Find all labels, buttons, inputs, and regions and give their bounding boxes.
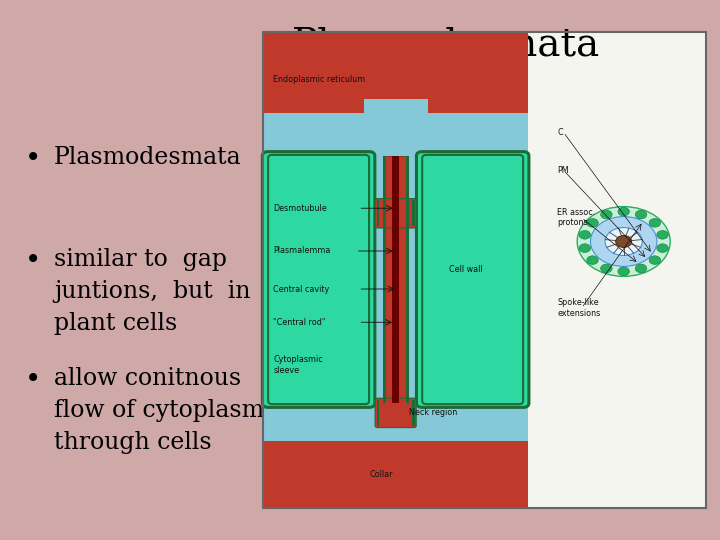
Circle shape bbox=[579, 244, 590, 253]
Bar bbox=[413, 200, 415, 226]
Bar bbox=[263, 32, 528, 113]
Bar bbox=[377, 400, 379, 426]
Text: similar to  gap
juntions,  but  in
plant cells: similar to gap juntions, but in plant ce… bbox=[54, 248, 251, 335]
Text: Collar: Collar bbox=[369, 470, 392, 479]
Bar bbox=[405, 156, 408, 403]
Text: PM: PM bbox=[557, 166, 569, 175]
Text: •: • bbox=[25, 248, 42, 275]
Text: Central cavity: Central cavity bbox=[274, 285, 330, 294]
Bar bbox=[263, 113, 528, 156]
Bar bbox=[384, 156, 407, 403]
FancyBboxPatch shape bbox=[375, 199, 416, 228]
Text: •: • bbox=[25, 367, 42, 394]
Text: "Central rod": "Central rod" bbox=[274, 318, 326, 327]
Circle shape bbox=[579, 231, 590, 239]
Bar bbox=[263, 32, 706, 508]
Circle shape bbox=[587, 219, 598, 227]
FancyBboxPatch shape bbox=[416, 152, 529, 407]
Bar bbox=[377, 200, 379, 226]
FancyBboxPatch shape bbox=[375, 398, 416, 428]
Circle shape bbox=[577, 207, 670, 276]
Text: •: • bbox=[25, 146, 42, 173]
Circle shape bbox=[657, 231, 668, 239]
Text: Cytoplasmic
sleeve: Cytoplasmic sleeve bbox=[274, 355, 323, 375]
Bar bbox=[263, 32, 706, 508]
Text: Spoke-like
extensions: Spoke-like extensions bbox=[557, 298, 600, 318]
Circle shape bbox=[635, 264, 647, 273]
Bar bbox=[413, 400, 415, 426]
Text: Plasmodesmata: Plasmodesmata bbox=[54, 146, 242, 169]
FancyBboxPatch shape bbox=[262, 152, 375, 407]
Circle shape bbox=[605, 227, 642, 255]
Circle shape bbox=[600, 264, 612, 273]
Text: Plasmalemma: Plasmalemma bbox=[274, 246, 330, 255]
Circle shape bbox=[618, 267, 629, 276]
Circle shape bbox=[649, 256, 660, 265]
Circle shape bbox=[600, 210, 612, 219]
Text: Cell wall: Cell wall bbox=[449, 266, 482, 274]
Bar bbox=[263, 403, 528, 441]
Bar bbox=[263, 441, 528, 508]
Circle shape bbox=[657, 244, 668, 253]
Bar bbox=[364, 99, 428, 441]
Text: Plasmodesmata: Plasmodesmata bbox=[292, 27, 600, 64]
Text: allow conitnous
flow of cytoplasm
through cells: allow conitnous flow of cytoplasm throug… bbox=[54, 367, 264, 454]
Text: Desmotubule: Desmotubule bbox=[274, 204, 327, 213]
Text: Endoplasmic reticulum: Endoplasmic reticulum bbox=[274, 76, 366, 84]
Circle shape bbox=[635, 210, 647, 219]
Circle shape bbox=[649, 219, 660, 227]
Circle shape bbox=[618, 207, 629, 216]
Bar bbox=[392, 156, 399, 403]
Text: C: C bbox=[557, 127, 563, 137]
Text: Neck region: Neck region bbox=[409, 408, 457, 417]
Circle shape bbox=[590, 217, 657, 266]
Circle shape bbox=[587, 256, 598, 265]
Bar bbox=[383, 156, 386, 403]
Text: ER assoc.
protons: ER assoc. protons bbox=[557, 208, 595, 227]
Circle shape bbox=[616, 235, 631, 247]
